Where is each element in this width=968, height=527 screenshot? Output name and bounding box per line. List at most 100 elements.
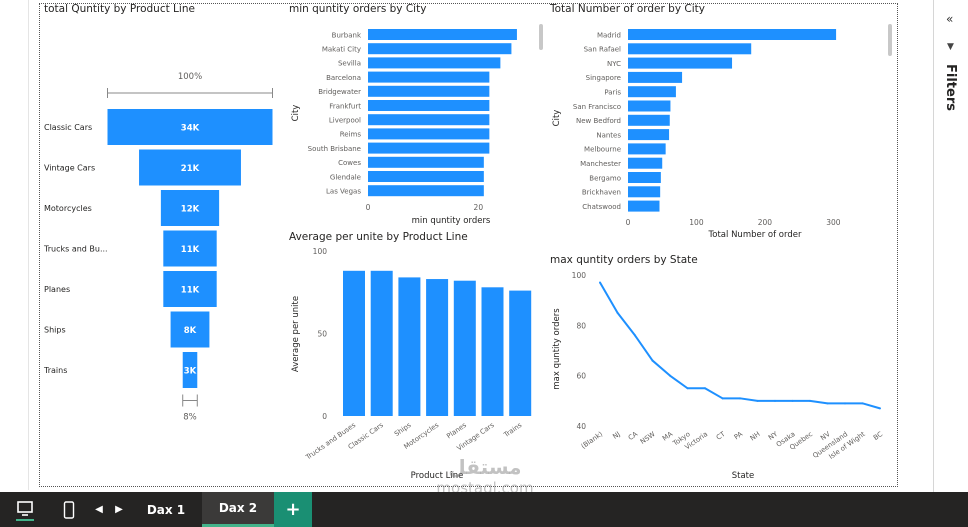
bar bbox=[628, 172, 661, 183]
total-orders-city-scrollbar[interactable] bbox=[888, 24, 892, 56]
funnel-data-label: 8K bbox=[184, 326, 197, 336]
funnel-bar bbox=[170, 311, 210, 348]
funnel-bar bbox=[160, 190, 220, 226]
x-tick-label: NSW bbox=[639, 430, 657, 446]
prev-page-icon[interactable]: ◀ bbox=[95, 504, 103, 515]
category-tick-label: Nantes bbox=[596, 131, 621, 139]
x-axis-label: Total Number of order bbox=[708, 230, 802, 240]
category-tick-label: NYC bbox=[607, 60, 621, 68]
tab-dax-2[interactable]: Dax 2 bbox=[202, 492, 274, 527]
funnel-category-label: Classic Cars bbox=[44, 123, 92, 132]
x-tick-label: 0 bbox=[626, 218, 631, 227]
data-point bbox=[774, 399, 776, 402]
data-point bbox=[704, 387, 706, 390]
bar bbox=[368, 142, 490, 154]
bar bbox=[368, 43, 512, 55]
y-axis-label: City bbox=[291, 105, 301, 122]
category-tick-label: Barcelona bbox=[326, 74, 361, 82]
category-tick-label: Singapore bbox=[586, 74, 621, 82]
category-tick-label: Manchester bbox=[580, 160, 621, 168]
report-edge bbox=[28, 0, 29, 490]
filters-label[interactable]: Filters bbox=[943, 64, 958, 111]
category-tick-label: Cowes bbox=[338, 159, 361, 167]
x-tick-label: NH bbox=[749, 430, 762, 442]
bar bbox=[628, 129, 670, 141]
add-page-button[interactable]: + bbox=[274, 492, 312, 527]
bar bbox=[628, 86, 676, 98]
category-tick-label: San Francisco bbox=[573, 103, 621, 111]
funnel-bottom-percent: 8% bbox=[183, 413, 197, 423]
funnel-data-label: 34K bbox=[181, 124, 200, 134]
bar bbox=[628, 43, 752, 55]
watermark-logo: مستقل mostaql.com bbox=[436, 455, 534, 497]
category-tick-label: Burbank bbox=[332, 31, 362, 39]
mobile-view-icon[interactable] bbox=[55, 492, 83, 527]
x-tick-label: Trains bbox=[502, 421, 524, 440]
category-tick-label: Bergamo bbox=[589, 174, 621, 182]
max-qty-state-title: max quntity orders by State bbox=[550, 254, 698, 266]
bar bbox=[628, 186, 661, 198]
funnel-category-label: Trains bbox=[43, 366, 67, 375]
bar bbox=[628, 100, 671, 112]
category-tick-label: Bridgewater bbox=[318, 88, 361, 96]
x-tick-label: 200 bbox=[758, 218, 773, 227]
chevron-double-left-icon[interactable]: « bbox=[946, 12, 954, 26]
category-tick-label: Las Vegas bbox=[326, 188, 361, 196]
tab-dax-1[interactable]: Dax 1 bbox=[146, 502, 186, 517]
next-page-icon[interactable]: ▶ bbox=[115, 504, 123, 515]
funnel-bar bbox=[107, 109, 273, 145]
data-point bbox=[756, 399, 759, 402]
data-point bbox=[861, 402, 864, 405]
filters-pane[interactable]: « ▼ Filters bbox=[933, 0, 968, 492]
funnel-data-label: 12K bbox=[181, 205, 200, 215]
bar bbox=[370, 270, 393, 416]
data-point bbox=[721, 397, 724, 400]
bar bbox=[628, 71, 683, 83]
x-axis-label: min quntity orders bbox=[412, 216, 491, 226]
funnel-bar bbox=[163, 230, 217, 267]
bar bbox=[453, 280, 476, 416]
category-tick-label: Makati City bbox=[322, 46, 361, 54]
min-qty-city-scrollbar[interactable] bbox=[539, 24, 543, 50]
bar bbox=[628, 143, 666, 155]
category-tick-label: Melbourne bbox=[584, 146, 621, 154]
data-point bbox=[651, 359, 654, 362]
bar bbox=[628, 29, 837, 40]
category-tick-label: Sevilla bbox=[338, 60, 361, 68]
x-tick-label: NJ bbox=[611, 430, 621, 441]
funnel-category-label: Trucks and Bu... bbox=[43, 245, 108, 254]
bar bbox=[343, 270, 365, 416]
bar bbox=[368, 100, 490, 111]
category-tick-label: Brickhaven bbox=[582, 189, 621, 197]
bar bbox=[628, 157, 663, 169]
bar bbox=[368, 156, 484, 168]
x-tick-label: Trucks and Buses bbox=[304, 421, 358, 462]
bar bbox=[509, 290, 532, 416]
y-axis-label: Average per unite bbox=[291, 296, 301, 372]
funnel-category-label: Vintage Cars bbox=[44, 164, 95, 173]
x-tick-label: 100 bbox=[689, 218, 704, 227]
x-axis-label: State bbox=[732, 471, 755, 481]
bar bbox=[368, 57, 501, 69]
y-tick-label: 0 bbox=[322, 412, 327, 421]
total-orders-city-chart[interactable]: Madrid San Rafael NYC Singapore Paris San Fra… bbox=[546, 20, 896, 245]
funnel-chart[interactable]: 100% 34K Classic Cars 21K Vintage Cars 12K Mot… bbox=[40, 60, 280, 440]
bar bbox=[628, 57, 733, 69]
y-tick-label: 50 bbox=[317, 330, 327, 339]
desktop-view-icon[interactable] bbox=[10, 492, 40, 527]
x-tick-label: 0 bbox=[366, 203, 371, 212]
y-tick-label: 80 bbox=[576, 321, 586, 330]
min-qty-city-chart[interactable]: Burbank Makati City Sevilla Barcelona Bridge… bbox=[285, 20, 547, 230]
category-tick-label: New Bedford bbox=[576, 117, 621, 125]
data-point bbox=[844, 402, 846, 405]
min-qty-city-title: min quntity orders by City bbox=[289, 3, 427, 15]
bar bbox=[398, 277, 421, 416]
x-tick-label: Ships bbox=[393, 421, 413, 438]
category-tick-label: Reims bbox=[340, 131, 362, 139]
bar bbox=[628, 114, 670, 126]
bar bbox=[368, 114, 490, 126]
bar bbox=[368, 171, 484, 182]
